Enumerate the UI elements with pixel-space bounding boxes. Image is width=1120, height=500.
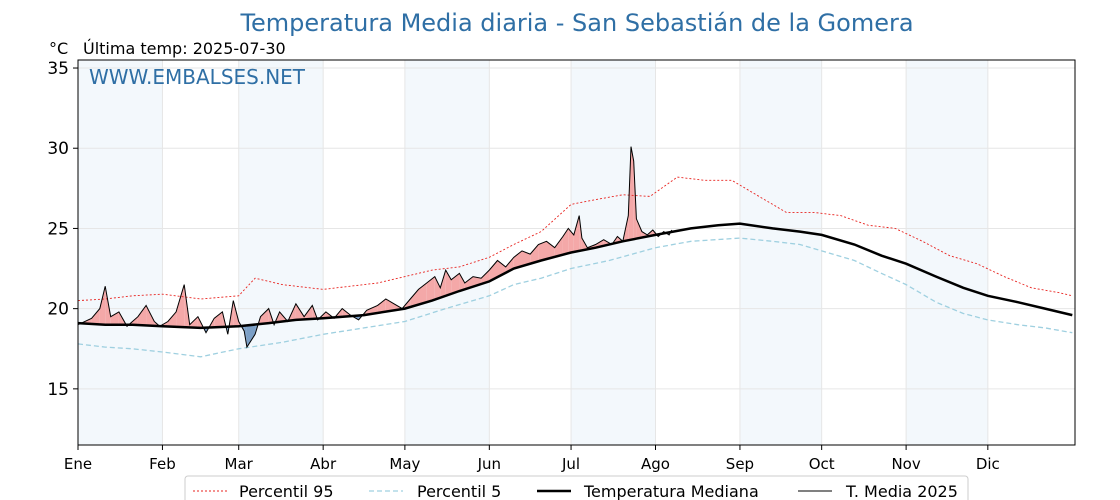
series-lines [77, 146, 1073, 358]
legend-label: T. Media 2025 [845, 482, 958, 500]
above-median-fill [214, 311, 223, 328]
month-band [739, 60, 822, 445]
above-median-fill [636, 218, 642, 239]
watermark: WWW.EMBALSES.NET [89, 65, 306, 89]
p95-line [77, 176, 1073, 302]
above-median-fill [631, 146, 634, 240]
y-tick-label: 25 [47, 219, 69, 239]
above-median-fill [530, 244, 539, 264]
above-median-fill [99, 286, 106, 325]
month-band [404, 60, 490, 445]
x-tick-label: Dic [976, 455, 1000, 473]
p5-line [77, 237, 1073, 358]
above-median-fill [110, 311, 119, 325]
x-tick-label: Sep [726, 455, 754, 473]
legend: Percentil 95 Percentil 5 Temperatura Media… [184, 475, 969, 500]
x-tick-label: Jun [477, 455, 501, 473]
above-median-fill [522, 250, 531, 267]
month-band [238, 60, 324, 445]
legend-label: Percentil 95 [239, 482, 334, 500]
above-median-fill [167, 311, 177, 327]
above-median-fill [189, 316, 198, 328]
below-median-fill [246, 324, 256, 348]
unit-label: °C [49, 39, 68, 58]
difference-fills [78, 146, 672, 348]
y-tick-label: 20 [47, 300, 69, 320]
legend-label: Temperatura Mediana [583, 482, 759, 500]
legend-label: Percentil 5 [417, 482, 501, 500]
above-median-fill [459, 273, 465, 291]
above-median-fill [489, 260, 498, 282]
above-median-fill [137, 305, 147, 326]
above-median-fill [554, 236, 563, 257]
x-tick-label: Ago [641, 455, 670, 473]
above-median-fill [568, 228, 574, 254]
plot-frame [77, 59, 1076, 446]
above-median-fill [260, 308, 269, 324]
month-band [906, 60, 988, 445]
legend-box [184, 475, 969, 500]
above-median-fill [385, 299, 394, 312]
above-median-fill [176, 284, 185, 328]
x-tick-label: Oct [809, 455, 835, 473]
above-median-fill [434, 276, 441, 300]
x-tick-label: Abr [310, 455, 337, 473]
x-tick-label: Mar [225, 455, 254, 473]
last-temp-label: Última temp: 2025-07-30 [83, 39, 286, 58]
x-tick-label: Nov [891, 455, 920, 473]
y-tick-label: 35 [47, 59, 69, 79]
above-median-fill [538, 241, 547, 262]
chart-title: Temperatura Media diaria - San Sebastián… [239, 9, 913, 37]
above-median-fill [513, 250, 522, 269]
above-median-fill [410, 289, 419, 307]
above-median-fill [481, 270, 490, 284]
y-axis: 15 20 25 30 35 [47, 59, 78, 400]
above-median-fill [426, 276, 435, 303]
x-tick-label: Feb [149, 455, 176, 473]
month-bands [78, 60, 988, 445]
t-media-2025-line [77, 146, 673, 349]
grid-lines [77, 60, 1075, 445]
x-tick-label: May [389, 455, 420, 473]
above-median-fill [377, 299, 386, 313]
x-tick-label: Ene [64, 455, 92, 473]
x-tick-label: Jul [561, 455, 580, 473]
y-tick-label: 15 [47, 380, 69, 400]
month-band [78, 60, 163, 445]
month-band [571, 60, 656, 445]
above-median-fill [440, 270, 446, 298]
above-median-fill [573, 215, 580, 252]
x-axis: Ene Feb Mar Abr May Jun Jul Ago Sep Oct Nov Dic [64, 445, 1000, 473]
above-median-fill [546, 241, 555, 260]
above-median-fill [445, 270, 452, 296]
above-median-fill [91, 308, 100, 325]
y-tick-label: 30 [47, 139, 69, 159]
